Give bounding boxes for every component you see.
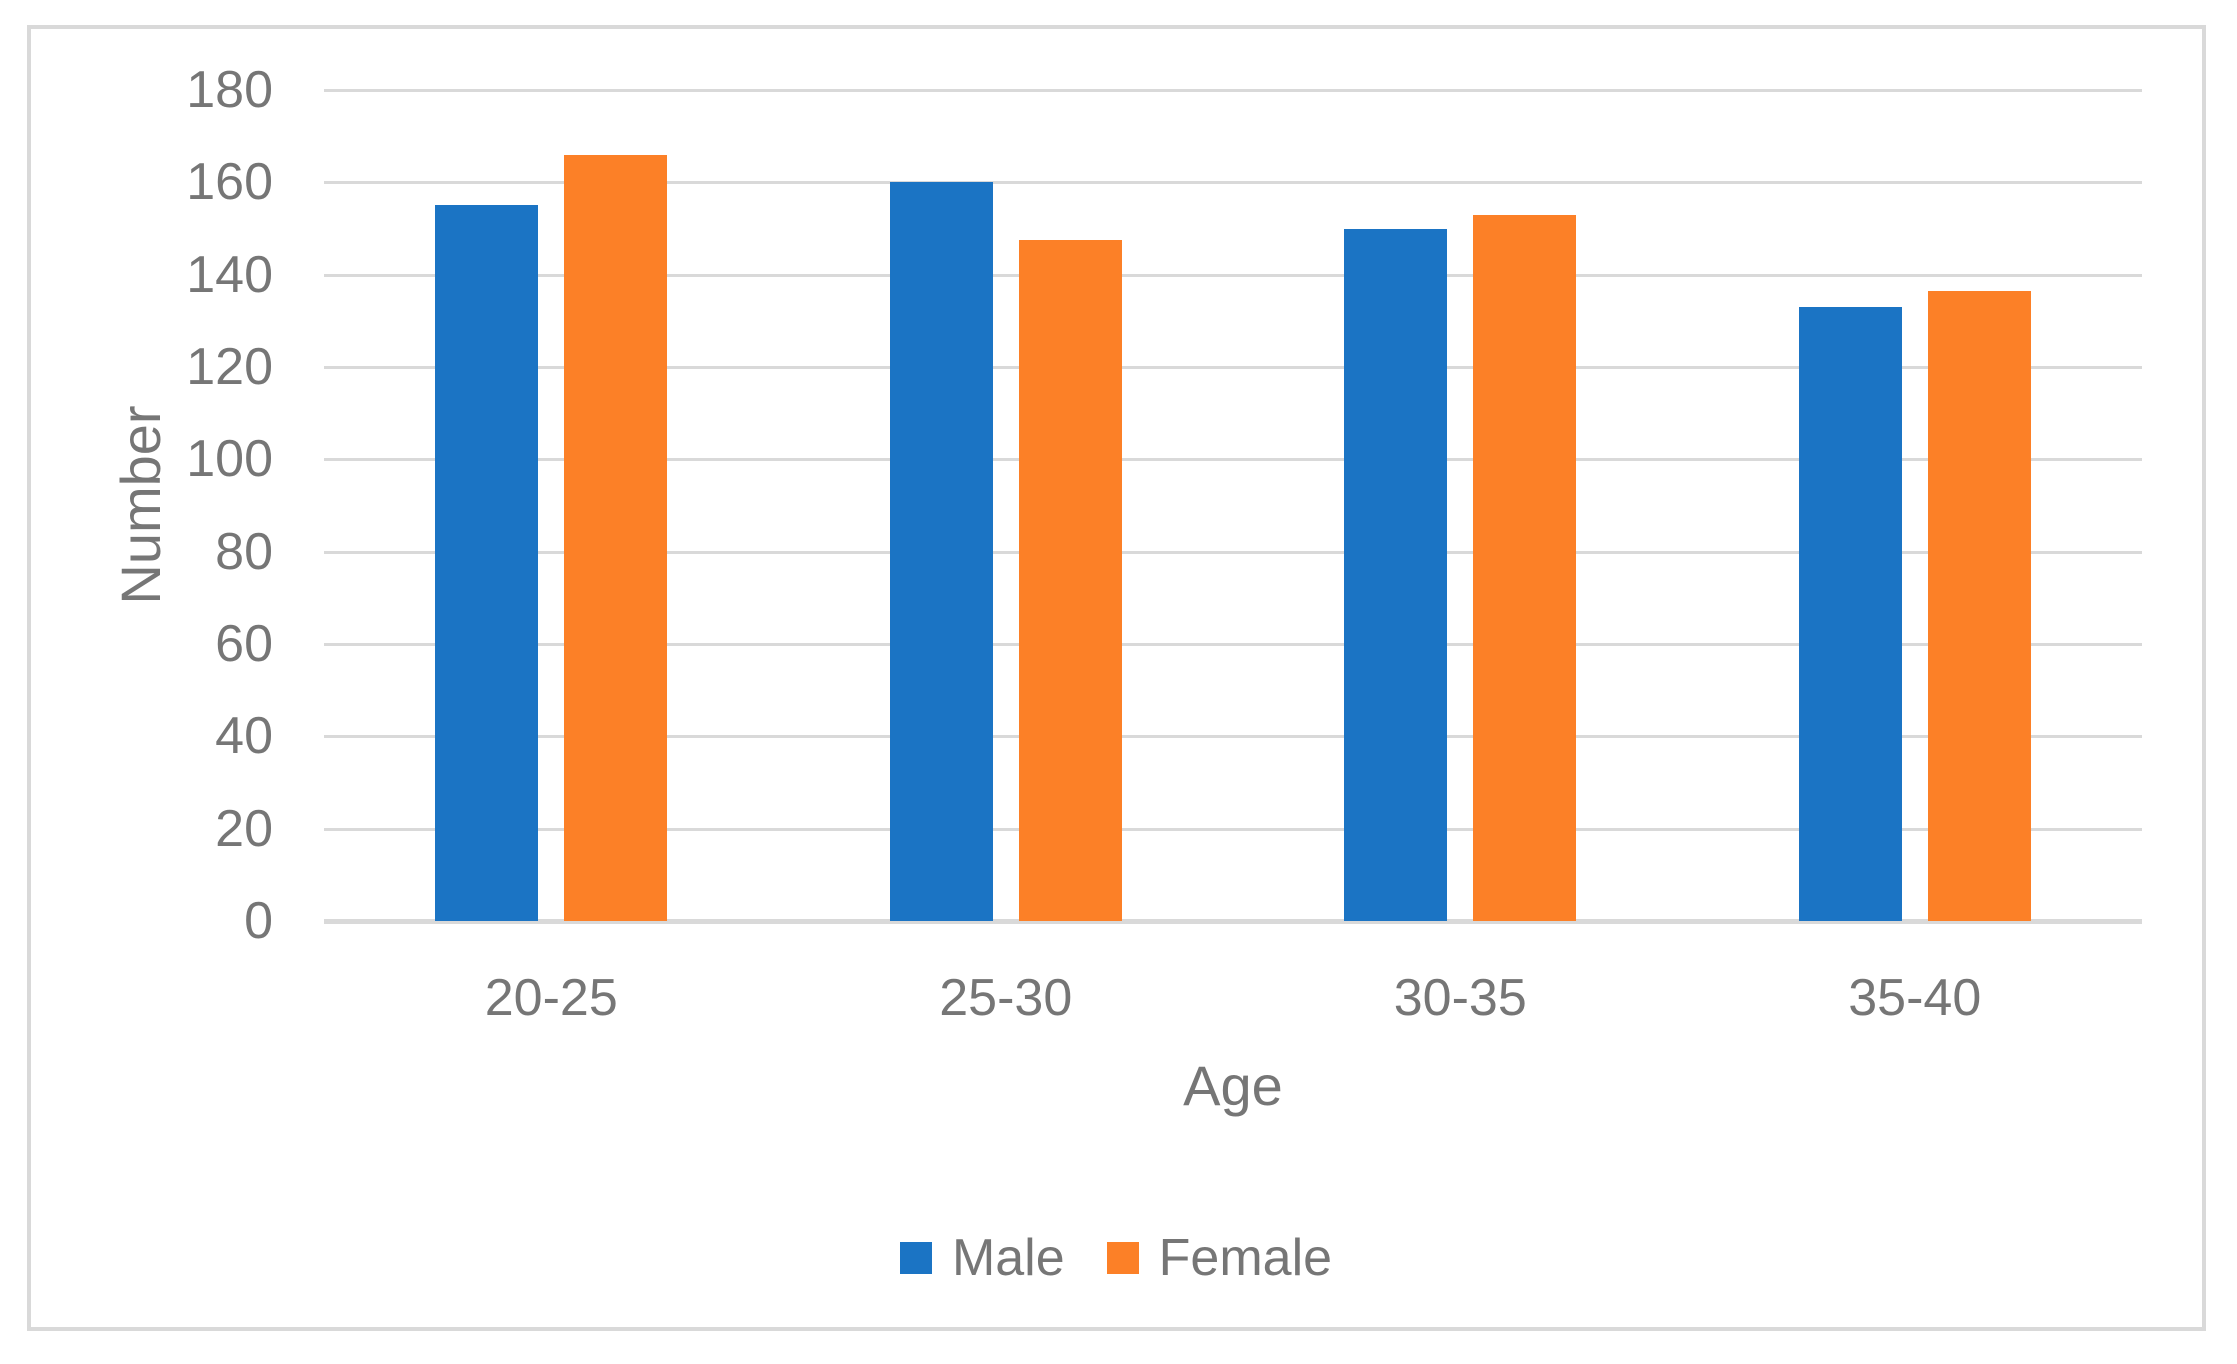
bar-female-30-35 (1473, 214, 1577, 921)
gridline-y-160 (324, 181, 2142, 185)
x-axis-title: Age (1183, 1054, 1283, 1117)
y-tick-label-180: 180 (186, 61, 273, 119)
y-tick-label-60: 60 (215, 615, 273, 673)
gridline-y-40 (324, 735, 2142, 739)
y-tick-label-100: 100 (186, 430, 273, 489)
gridline-y-140 (324, 273, 2142, 277)
bar-male-30-35 (1344, 228, 1448, 921)
y-tick-label-20: 20 (215, 799, 273, 858)
bar-female-35-40 (1927, 290, 2031, 921)
y-tick-label-0: 0 (244, 892, 273, 950)
legend-swatch-female (1106, 1242, 1139, 1274)
y-tick-label-120: 120 (186, 338, 273, 396)
y-tick-label-80: 80 (215, 522, 273, 581)
chart-border (27, 25, 2206, 1331)
x-axis-baseline (324, 919, 2142, 924)
y-tick-label-40: 40 (215, 707, 273, 766)
x-tick-label-25-30: 25-30 (939, 969, 1073, 1027)
bar-female-25-30 (1018, 240, 1122, 921)
gridline-y-180 (324, 89, 2142, 92)
legend-label-female: Female (1158, 1229, 1333, 1287)
gridline-y-20 (324, 827, 2142, 831)
x-tick-label-30-35: 30-35 (1393, 969, 1527, 1027)
legend-label-male: Male (951, 1229, 1065, 1287)
gridline-y-100 (324, 458, 2142, 462)
gridline-y-60 (324, 643, 2142, 646)
y-tick-label-140: 140 (186, 245, 273, 304)
legend: Male Female (27, 1232, 2205, 1284)
y-tick-label-160: 160 (186, 153, 273, 212)
bar-female-20-25 (564, 154, 668, 921)
gridline-y-80 (324, 550, 2142, 554)
gridline-y-120 (324, 366, 2142, 369)
legend-item-female: Female (1106, 1229, 1333, 1287)
x-tick-label-35-40: 35-40 (1848, 969, 1982, 1027)
plot-area (324, 89, 2142, 924)
bar-male-20-25 (435, 205, 539, 921)
legend-swatch-male (899, 1242, 932, 1274)
legend-item-male: Male (899, 1229, 1065, 1287)
bar-male-25-30 (889, 182, 993, 921)
bar-male-35-40 (1798, 306, 1902, 921)
x-tick-label-20-25: 20-25 (484, 969, 618, 1027)
